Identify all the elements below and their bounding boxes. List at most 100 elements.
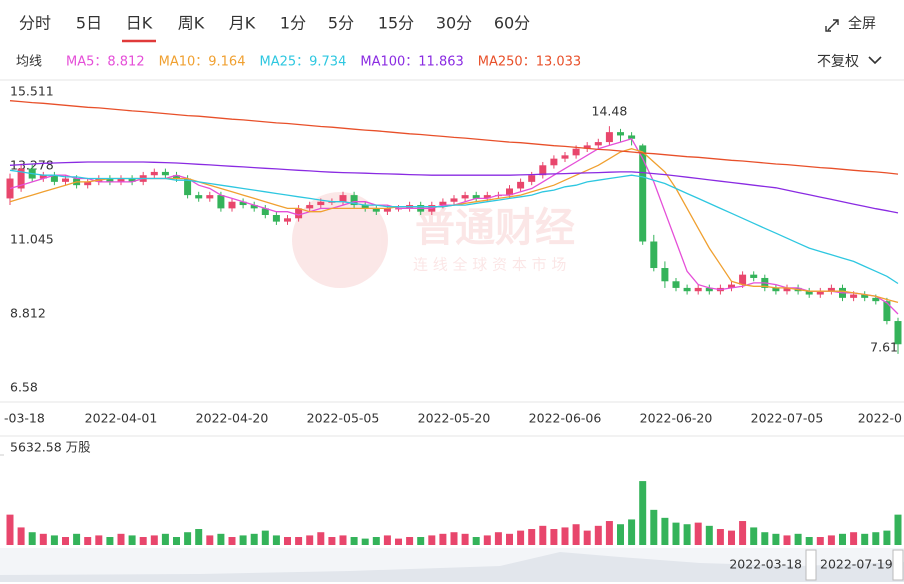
candle-body [39, 175, 47, 179]
volume-bar [372, 537, 380, 545]
volume-bar [472, 537, 480, 545]
candle-body [628, 135, 636, 139]
watermark-brand: 普通财经 [415, 205, 575, 251]
volume-bar [317, 532, 325, 545]
tab[interactable]: 日K [126, 14, 153, 33]
navigator-start: 2022-03-18 [729, 557, 802, 572]
candle-body [617, 132, 624, 136]
volume-bar [561, 527, 569, 545]
tab[interactable]: 周K [178, 14, 205, 33]
candle-body [62, 178, 69, 182]
candle-body [195, 195, 203, 199]
tab[interactable]: 5分 [328, 14, 354, 33]
volume-bar [872, 532, 880, 545]
volume-bar [783, 535, 791, 545]
volume-bar [683, 524, 691, 545]
tab[interactable]: 分时 [19, 14, 51, 33]
volume-bar [406, 537, 414, 545]
volume-bar [861, 533, 869, 545]
candle-body [894, 321, 902, 345]
x-tick-label: 2022-04-20 [196, 411, 269, 426]
adjust-select[interactable]: 不复权 [817, 53, 859, 70]
candle-body [694, 287, 702, 292]
x-tick-label: 2022-05-20 [418, 411, 491, 426]
candle-body [705, 287, 713, 292]
volume-tick-label: 5632.58 万股 [10, 440, 91, 455]
fullscreen-icon[interactable] [825, 19, 839, 32]
volume-bar [639, 481, 647, 545]
candle-body [261, 208, 269, 215]
candle-body [239, 201, 247, 206]
volume-bar [650, 509, 658, 545]
candle-body [661, 268, 669, 282]
volume-bar [894, 514, 902, 545]
tab[interactable]: 5日 [76, 14, 102, 33]
legend: MA5：8.812 MA10：9.164 MA25：9.734 MA100：11.86… [66, 55, 581, 70]
y-tick-label: 8.812 [10, 306, 46, 321]
volume-bar [461, 533, 469, 545]
volume-bar [339, 535, 347, 545]
candle-body [206, 195, 214, 199]
candle-body [450, 198, 458, 202]
volume-bar [361, 538, 369, 545]
volume-bar [17, 527, 25, 545]
candle-body [850, 294, 858, 298]
candle-body [594, 142, 602, 146]
y-tick-label: 6.58 [10, 380, 38, 395]
volume-bar [439, 533, 447, 545]
volume-bar [173, 537, 180, 545]
fullscreen[interactable]: 全屏 [848, 15, 876, 32]
candle-body [783, 287, 791, 292]
x-tick-label: 2022-04-01 [85, 411, 158, 426]
volume-bar [716, 529, 724, 545]
volume-bar [450, 532, 458, 545]
volume-bar [628, 519, 636, 545]
candle-body [173, 175, 180, 179]
candle-body [805, 291, 813, 295]
navigator-handle[interactable] [892, 549, 904, 581]
navigator-handle[interactable] [805, 549, 817, 581]
volume-bar [306, 535, 314, 545]
volume-bar [750, 527, 758, 545]
tab[interactable]: 月K [229, 14, 256, 33]
candle-body [650, 241, 658, 269]
candle-body [750, 274, 758, 278]
volume-bar [217, 533, 225, 545]
volume-bar [417, 537, 425, 545]
x-tick-label: 2022-05-05 [307, 411, 380, 426]
candle-body [250, 205, 258, 209]
candle-body [295, 208, 303, 219]
volume-bar [184, 532, 192, 545]
volume-bar [328, 537, 336, 545]
volume-bar [195, 529, 203, 545]
candle-body [184, 178, 192, 196]
candle-body [284, 218, 291, 222]
tab[interactable]: 15分 [378, 14, 414, 33]
volume-bar [84, 537, 92, 545]
navigator-end: 2022-07-19 [820, 557, 893, 572]
volume-bar [550, 529, 558, 545]
chevron[interactable] [868, 56, 882, 65]
candle-body [217, 195, 225, 209]
tab[interactable]: 60分 [494, 14, 530, 33]
volume-bar [761, 532, 769, 545]
volume-bar [850, 532, 858, 545]
candle-body [339, 195, 347, 202]
volume-bar [694, 522, 702, 545]
tab[interactable]: 1分 [280, 14, 306, 33]
ma-label: 均线 [16, 55, 42, 70]
legend-entry: MA5：8.812 [66, 55, 145, 70]
candle-body [161, 171, 169, 176]
candle-body [383, 208, 391, 212]
volume-bar [428, 535, 436, 545]
tab[interactable]: 30分 [436, 14, 472, 33]
candle-body [272, 214, 280, 222]
candle-body [84, 181, 92, 186]
candle-body [639, 145, 647, 242]
candle-body [827, 287, 835, 292]
volume-bar [272, 535, 280, 545]
volume-bar [228, 537, 236, 545]
volume-bar [95, 535, 103, 545]
volume-bar [506, 533, 513, 545]
volume-bar [494, 532, 502, 545]
